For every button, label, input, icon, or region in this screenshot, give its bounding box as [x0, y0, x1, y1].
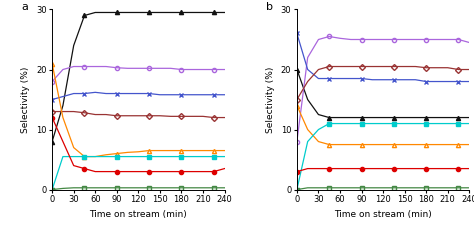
X-axis label: Time on stream (min): Time on stream (min) [334, 210, 432, 219]
Y-axis label: Selectivity (%): Selectivity (%) [266, 66, 275, 133]
Y-axis label: Selectivity (%): Selectivity (%) [21, 66, 30, 133]
Text: a: a [21, 2, 28, 12]
Text: b: b [266, 2, 273, 12]
X-axis label: Time on stream (min): Time on stream (min) [90, 210, 187, 219]
